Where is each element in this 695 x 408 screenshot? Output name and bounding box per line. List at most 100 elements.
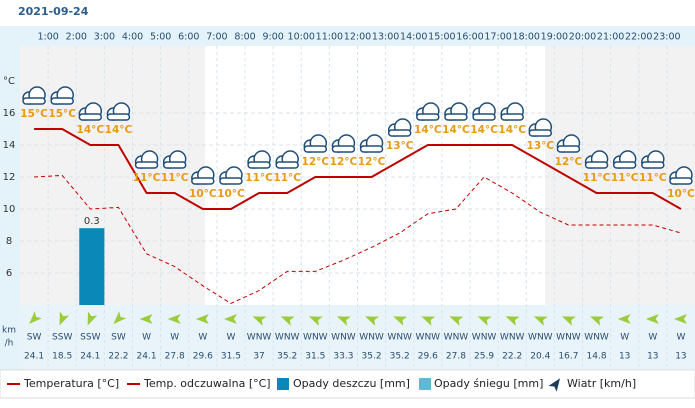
wind-direction: WNW — [331, 333, 356, 343]
legend-swatch — [548, 378, 561, 392]
y-tick-label: 14 — [3, 140, 16, 151]
date: 2021-09-24 — [18, 5, 89, 18]
legend-box — [0, 369, 695, 399]
y-tick-label: 12 — [3, 172, 16, 183]
wind-direction: W — [198, 333, 207, 343]
x-tick-label: 22:00 — [625, 32, 652, 43]
wind-arrow — [365, 316, 380, 326]
wind-direction: WNW — [387, 333, 412, 343]
weather-icon — [303, 134, 328, 153]
temp-label: 12°C — [555, 156, 583, 168]
x-tick-label: 14:00 — [400, 32, 427, 43]
legend-swatch — [419, 378, 431, 390]
wind-arrow — [167, 314, 181, 324]
weather-icon — [444, 102, 468, 121]
wind-direction: W — [170, 333, 179, 343]
weather-icon — [331, 134, 356, 153]
temp-label: 12°C — [358, 156, 386, 168]
cloud-part — [331, 145, 356, 153]
y-tick-label: 6 — [6, 268, 12, 279]
x-tick-label: 4:00 — [122, 32, 143, 43]
x-tick-label: 17:00 — [484, 32, 511, 43]
x-tick-label: 8:00 — [234, 32, 255, 43]
x-tick-label: 5:00 — [150, 32, 171, 43]
wind-arrow — [645, 314, 659, 324]
x-tick-label: 23:00 — [653, 32, 680, 43]
weather-icon — [612, 150, 637, 169]
temp-label: 12°C — [302, 156, 330, 168]
temp-label: 11°C — [583, 172, 611, 184]
weather-icon — [22, 86, 46, 105]
wind-direction: W — [648, 333, 657, 343]
cloud-part — [584, 161, 609, 169]
x-tick-label: 15:00 — [428, 32, 455, 43]
weather-icon — [219, 166, 243, 185]
x-tick-label: 20:00 — [569, 32, 596, 43]
wind-speed: 31.5 — [221, 352, 241, 362]
wind-arrow — [393, 316, 408, 326]
cloud-part — [22, 97, 46, 105]
wind-speed: 24.1 — [137, 352, 157, 362]
weather-icon — [387, 118, 412, 137]
weather-icon — [247, 150, 271, 169]
wind-unit: km — [2, 326, 16, 336]
wind-direction: SW — [111, 333, 126, 343]
cloud-part — [247, 161, 271, 169]
wind-speed: 24.1 — [24, 352, 44, 362]
weather-icon — [416, 102, 440, 121]
cloud-part — [472, 113, 496, 121]
wind-arrow — [59, 311, 70, 326]
temperature-line — [34, 128, 682, 210]
temp-label: 12°C — [330, 156, 358, 168]
wind-direction: WNW — [556, 333, 581, 343]
wind-speed: 27.8 — [165, 352, 185, 362]
wind-arrow — [673, 314, 687, 324]
temp-label: 14°C — [442, 124, 470, 136]
weather-icon — [500, 102, 524, 121]
temp-label: 11°C — [273, 172, 301, 184]
weather-icon — [472, 102, 496, 121]
temp-label: 10°C — [217, 188, 245, 200]
temp-label: 13°C — [527, 140, 555, 152]
cloud-part — [641, 161, 665, 169]
x-tick-label: 13:00 — [372, 32, 399, 43]
temp-label: 14°C — [77, 124, 105, 136]
wind-arrow — [87, 311, 98, 326]
wind-direction: WNW — [416, 333, 441, 343]
wind-arrow — [590, 316, 605, 326]
wind-speed: 35.2 — [277, 352, 297, 362]
wind-speed: 13 — [619, 352, 630, 362]
cloud-part — [444, 113, 468, 121]
wind-arrow — [449, 316, 464, 326]
legend-swatch — [277, 378, 289, 390]
wind-direction: WNW — [500, 333, 525, 343]
wind-direction: WNW — [584, 333, 609, 343]
wind-speed: 20.4 — [530, 352, 550, 362]
wind-speed: 24.1 — [80, 352, 100, 362]
wind-direction: W — [142, 333, 151, 343]
temp-label: 14°C — [414, 124, 442, 136]
wind-arrow — [139, 314, 153, 324]
wind-arrow — [561, 316, 576, 326]
wind-arrow — [533, 316, 548, 326]
cloud-part — [528, 129, 553, 137]
wind-speed: 14.8 — [587, 352, 607, 362]
wind-speed: 29.6 — [193, 352, 213, 362]
wind-direction: WNW — [247, 333, 272, 343]
wind-arrow — [223, 314, 237, 324]
wind-direction: WNW — [472, 333, 497, 343]
wind-direction: WNW — [303, 333, 328, 343]
weather-icon — [78, 102, 103, 121]
weather-icon — [275, 150, 299, 169]
cloud-part — [556, 145, 581, 153]
x-tick-label: 2:00 — [66, 32, 87, 43]
temp-label: 13°C — [386, 140, 414, 152]
y-tick-label: 8 — [6, 236, 12, 247]
cloud-part — [416, 113, 440, 121]
wind-speed: 33.3 — [333, 352, 353, 362]
wind-arrow — [505, 316, 520, 326]
rain-label: 0.3 — [84, 216, 100, 227]
x-tick-label: 6:00 — [178, 32, 199, 43]
wind-speed: 31.5 — [305, 352, 325, 362]
